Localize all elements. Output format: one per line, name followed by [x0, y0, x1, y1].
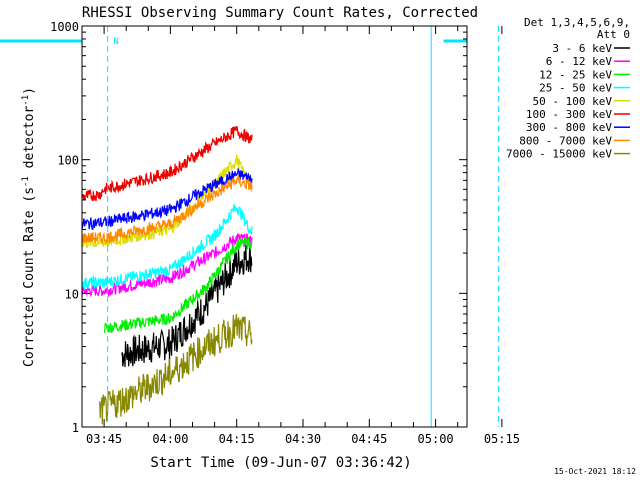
y-label-mid: detector — [22, 106, 37, 177]
series-layer — [81, 125, 253, 425]
y-label-main: Corrected Count Rate (s — [22, 187, 37, 367]
x-tick-label-4: 04:45 — [351, 432, 387, 446]
x-tick-label-1: 04:00 — [152, 432, 188, 446]
x-tick-label-5: 05:00 — [418, 432, 454, 446]
y-tick-label-1: 10 — [65, 287, 79, 301]
y-tick-label-0: 1 — [72, 421, 79, 435]
legend-label-0: 3 - 6 keV — [552, 42, 612, 55]
legend-header-1: Det 1,3,4,5,6,9, — [524, 16, 630, 29]
series-line-8 — [99, 314, 253, 425]
series-line-3 — [81, 204, 253, 290]
attenuator-layer: N — [0, 26, 499, 427]
x-tick-label-6: 05:15 — [484, 432, 520, 446]
y-label-end: ) — [22, 87, 37, 95]
series-line-6 — [81, 167, 253, 230]
x-tick-label-2: 04:15 — [219, 432, 255, 446]
y-label-sup2: -1 — [21, 95, 31, 106]
legend-label-2: 12 - 25 keV — [539, 68, 612, 81]
series-line-7 — [81, 175, 253, 244]
legend-label-4: 50 - 100 keV — [533, 95, 613, 108]
tick-layer: 03:45 04:00 04:15 04:30 04:45 05:00 05:15 1 10 10… — [50, 20, 520, 446]
y-label-sup1: -1 — [21, 176, 31, 187]
x-tick-label-3: 04:30 — [285, 432, 321, 446]
plot-frame — [81, 25, 468, 428]
x-tick-label-0: 03:45 — [86, 432, 122, 446]
y-axis-label: Corrected Count Rate (s-1 detector-1) — [21, 87, 37, 367]
y-tick-label-2: 100 — [57, 154, 79, 168]
series-line-5 — [81, 125, 253, 202]
legend-label-6: 300 - 800 keV — [526, 121, 612, 134]
series-line-2 — [103, 237, 253, 334]
x-axis-label: Start Time (09-Jun-07 03:36:42) — [150, 455, 411, 471]
chart-title: RHESSI Observing Summary Count Rates, Co… — [82, 5, 478, 21]
y-tick-label-3: 1000 — [50, 20, 79, 34]
legend-label-3: 25 - 50 keV — [539, 82, 612, 95]
attenuator-marker: N — [113, 37, 118, 47]
legend-label-8: 7000 - 15000 keV — [506, 148, 612, 161]
series-line-1 — [81, 232, 253, 298]
legend-label-1: 6 - 12 keV — [546, 55, 613, 68]
legend-label-7: 800 - 7000 keV — [519, 134, 612, 147]
legend-label-5: 100 - 300 keV — [526, 108, 612, 121]
timestamp: 15-Oct-2021 18:12 — [554, 467, 636, 476]
legend-header-2: Att 0 — [597, 28, 630, 41]
